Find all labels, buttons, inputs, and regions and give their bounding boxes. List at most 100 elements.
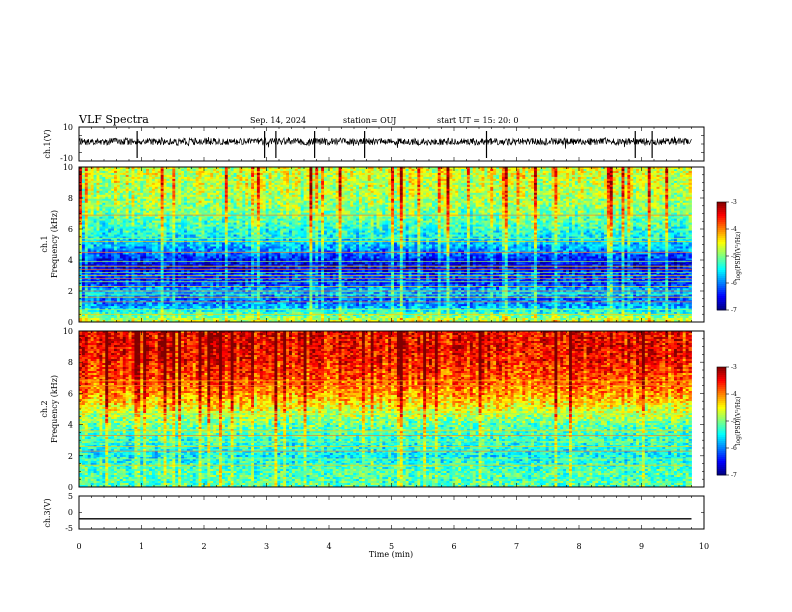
spectrogram-cell [157, 168, 162, 172]
spectrogram-cell [87, 180, 92, 184]
spectrogram-cell [79, 182, 83, 186]
spectrogram-cell [647, 172, 652, 176]
spectrogram-cell [376, 174, 380, 178]
spectrogram-cell [114, 180, 118, 184]
spectrogram-cell [510, 172, 514, 176]
spectrogram-cell [609, 167, 614, 170]
spectrogram-cell [157, 178, 162, 182]
spectrogram-cell [224, 182, 229, 186]
spectrogram-cell [423, 182, 427, 186]
spectrogram-cell [592, 167, 596, 170]
spectrogram-cell [449, 170, 453, 174]
spectrogram-cell [216, 174, 220, 178]
spectrogram-cell [289, 170, 293, 174]
spectrogram-cell [207, 170, 211, 174]
spectrogram-cell [379, 174, 383, 178]
spectrogram-cell [128, 182, 132, 186]
spectrogram-cell [516, 167, 520, 170]
ch1-waveform-ticks [78, 126, 705, 162]
spectrogram-cell [277, 168, 281, 172]
spectrogram-cell [108, 172, 112, 176]
spectrogram-cell [612, 182, 617, 186]
spectrogram-cell [271, 168, 275, 172]
spectrogram-cell [335, 167, 339, 170]
spectrogram-cell [230, 168, 234, 172]
spectrogram-cell [481, 178, 485, 182]
spectrogram-cell [469, 172, 474, 176]
spectrogram-cell [347, 180, 351, 184]
spectrogram-cell [391, 168, 395, 172]
spectrogram-cell [650, 182, 654, 186]
spectrogram-cell [647, 178, 652, 182]
spectrogram-cell [601, 180, 605, 184]
spectrogram-cell [318, 184, 322, 188]
spectrogram-cell [396, 176, 401, 180]
spectrogram-cell [79, 180, 83, 184]
spectrogram-cell [192, 178, 197, 182]
spectrogram-cell [668, 180, 672, 184]
spectrogram-cell [452, 180, 456, 184]
spectrogram-cell [429, 174, 433, 178]
spectrogram-cell [385, 176, 389, 180]
spectrogram-cell [493, 182, 497, 186]
spectrogram-cell [688, 167, 692, 170]
spectrogram-cell [472, 176, 477, 180]
spectrogram-cell [676, 167, 681, 170]
spectrogram-cell [408, 176, 412, 180]
spectrogram-cell [274, 167, 278, 170]
spectrogram-cell [329, 167, 334, 170]
spectrogram-cell [143, 168, 147, 172]
spectrogram-cell [548, 180, 552, 184]
spectrogram-cell [146, 174, 150, 178]
spectrogram-cell [455, 168, 459, 172]
spectrogram-cell [574, 167, 579, 170]
spectrogram-cell [612, 176, 617, 180]
spectrogram-cell [297, 180, 302, 184]
spectrogram-cell [289, 178, 293, 182]
spectrogram-cell [166, 176, 170, 180]
spectrogram-cell [169, 176, 173, 180]
spectrogram-cell [411, 176, 415, 180]
spectrogram-cell [344, 174, 348, 178]
spectrogram-cell [219, 167, 223, 170]
spectrogram-cell [204, 168, 208, 172]
spectrogram-cell [245, 168, 249, 172]
spectrogram-cell [274, 170, 278, 174]
spectrogram-cell [414, 167, 418, 170]
spectrogram-cell [408, 174, 412, 178]
spectrogram-cell [446, 172, 450, 176]
spectrogram-cell [341, 184, 345, 188]
spectrogram-cell [312, 180, 316, 184]
spectrogram-cell [286, 168, 290, 172]
spectrogram-cell [644, 182, 649, 186]
spectrogram-cell [405, 167, 409, 170]
spectrogram-cell [469, 174, 474, 178]
spectrogram-cell [598, 170, 602, 174]
spectrogram-cell [105, 174, 109, 178]
spectrogram-cell [291, 178, 296, 182]
spectrogram-cell [580, 174, 584, 178]
spectrogram-cell [315, 180, 319, 184]
spectrogram-cell [256, 170, 261, 174]
spectrogram-cell [668, 178, 672, 182]
spectrogram-cell [370, 184, 374, 188]
spectrogram-cell [574, 178, 579, 182]
spectrogram-cell [332, 182, 337, 186]
spectrogram-cell [385, 182, 389, 186]
spectrogram-cell [668, 168, 672, 172]
spectrogram-cell [236, 167, 240, 170]
spectrogram-cell [233, 174, 237, 178]
spectrogram-cell [571, 167, 576, 170]
spectrogram-cell [300, 176, 304, 180]
spectrogram-cell [566, 182, 570, 186]
spectrogram-cell [338, 168, 342, 172]
spectrogram-cell [172, 182, 176, 186]
spectrogram-cell [131, 167, 135, 170]
spectrogram-cell [595, 168, 599, 172]
spectrogram-cell [376, 182, 380, 186]
spectrogram-cell [84, 184, 89, 188]
spectrogram-cell [674, 168, 678, 172]
spectrogram-cell [542, 178, 547, 182]
spectrogram-cell [469, 170, 474, 174]
spectrogram-cell [151, 170, 156, 174]
